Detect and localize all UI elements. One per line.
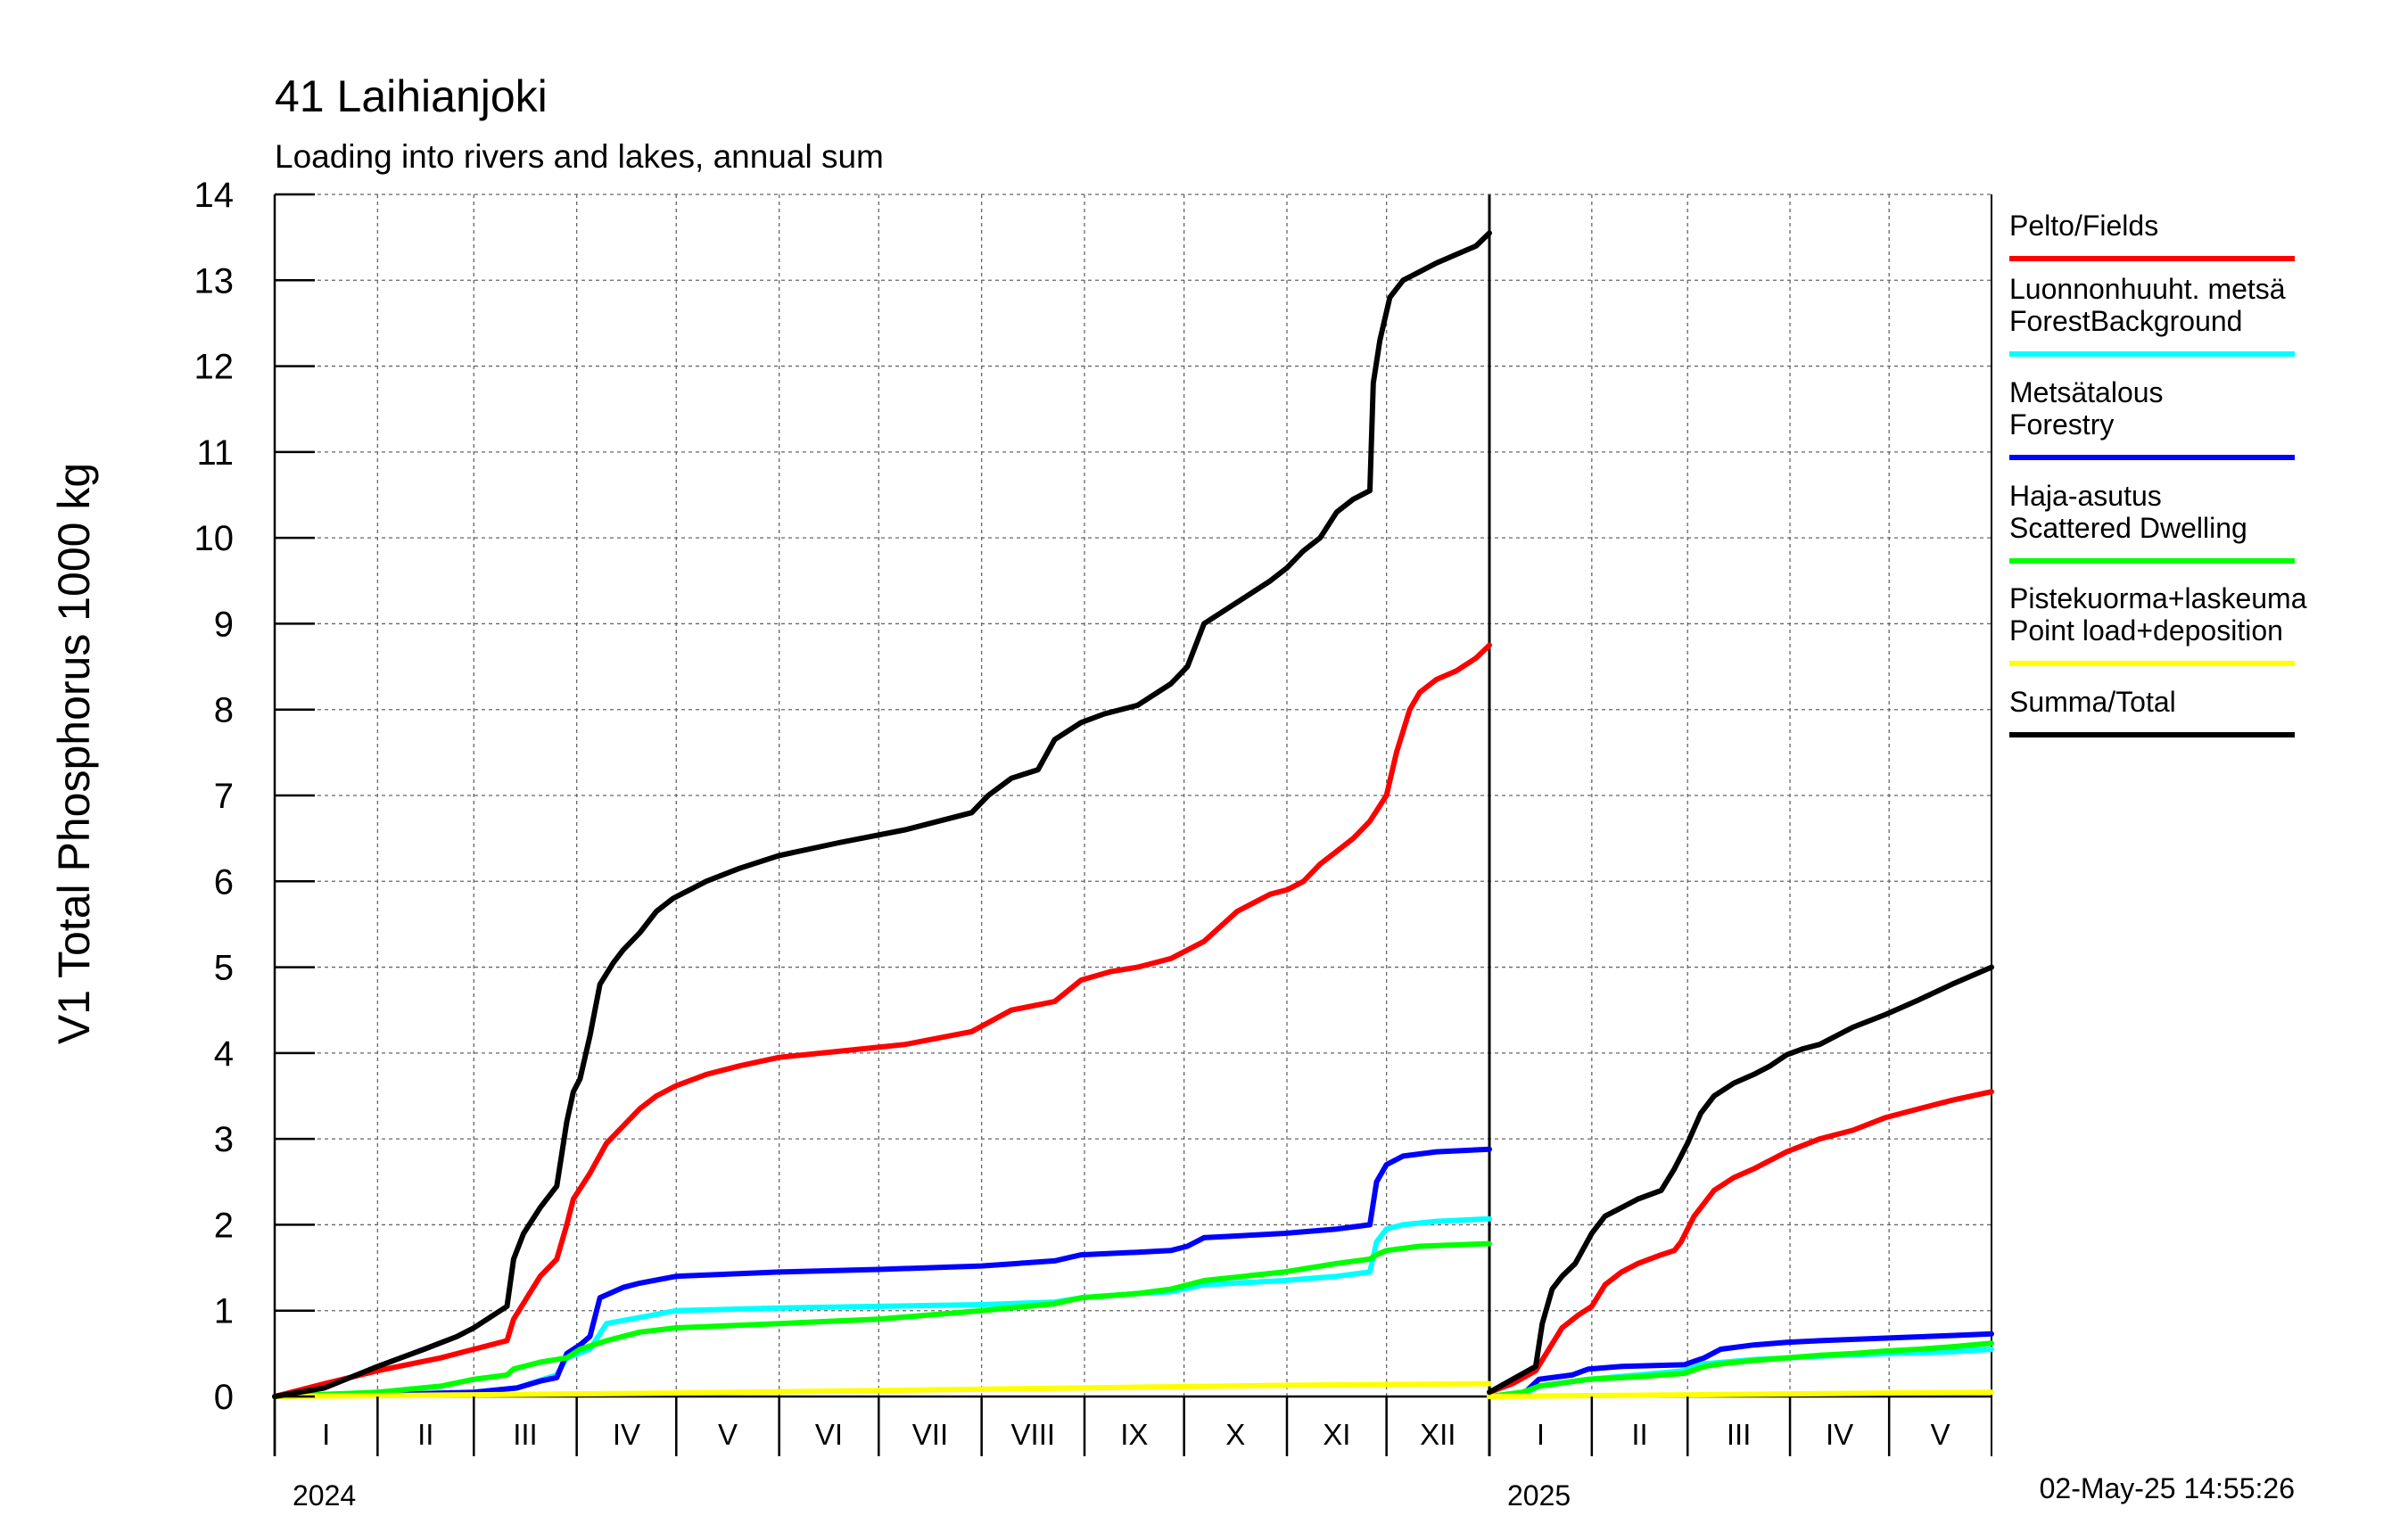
legend-label: Luonnonhuuht. metsä — [2009, 273, 2286, 305]
month-label-X: X — [1225, 1418, 1245, 1451]
series-line-2024-1 — [272, 1215, 1492, 1399]
series-line-2025-0 — [1487, 1089, 1994, 1396]
chart-title: 41 Laihianjoki — [275, 71, 548, 121]
y-tick-label-1: 1 — [214, 1292, 234, 1331]
month-label-I: I — [1537, 1418, 1545, 1451]
series-line-2024-5 — [272, 230, 1492, 1399]
month-label-XI: XI — [1323, 1418, 1350, 1451]
series-lines — [272, 230, 1994, 1399]
month-label-VI: VI — [815, 1418, 843, 1451]
legend-label: ForestBackground — [2009, 305, 2242, 337]
legend-label: Haja-asutus — [2009, 480, 2162, 512]
chart-subtitle: Loading into rivers and lakes, annual su… — [275, 138, 884, 175]
month-label-VII: VII — [912, 1418, 948, 1451]
y-tick-label-13: 13 — [194, 261, 235, 301]
x-axis-ticks: I II III IV V VI VII VIII IX X XI XII I II III IV V — [273, 1397, 1950, 1456]
month-label-II: II — [1631, 1418, 1647, 1451]
series-line-2025-1 — [1487, 1347, 1994, 1399]
series-line-2025-5 — [1487, 964, 1994, 1396]
month-label-VIII: VIII — [1011, 1418, 1056, 1451]
y-tick-label-3: 3 — [214, 1120, 234, 1159]
y-tick-label-10: 10 — [194, 519, 235, 558]
month-label-III: III — [513, 1418, 538, 1451]
series-line-2025-4 — [1487, 1389, 1994, 1399]
y-axis-label: V1 Total Phosphorus 1000 kg — [49, 463, 99, 1044]
y-tick-label-6: 6 — [214, 862, 234, 902]
legend-label: Pistekuorma+laskeuma — [2009, 582, 2307, 614]
y-tick-label-0: 0 — [214, 1378, 234, 1417]
legend-label: Point load+deposition — [2009, 614, 2283, 647]
y-tick-label-2: 2 — [214, 1206, 234, 1245]
y-tick-label-9: 9 — [214, 605, 234, 644]
year-label-2024: 2024 — [293, 1479, 356, 1512]
month-label-V: V — [718, 1418, 738, 1451]
month-label-II: II — [417, 1418, 433, 1451]
y-tick-label-14: 14 — [194, 176, 235, 215]
series-line-2024-2 — [272, 1146, 1492, 1399]
year-label-2025: 2025 — [1507, 1479, 1571, 1512]
month-label-IV: IV — [613, 1418, 640, 1451]
series-line-2025-3 — [1487, 1340, 1994, 1399]
grid-lines — [275, 194, 1992, 1397]
legend-label: Summa/Total — [2009, 686, 2176, 718]
month-label-IV: IV — [1826, 1418, 1853, 1451]
timestamp: 02-May-25 14:55:26 — [2040, 1472, 2295, 1504]
month-label-XII: XII — [1420, 1418, 1456, 1451]
series-line-2025-2 — [1487, 1331, 1994, 1399]
series-line-2024-0 — [272, 642, 1492, 1399]
month-label-III: III — [1727, 1418, 1752, 1451]
legend: Pelto/Fields Luonnonhuuht. metsäForestBac… — [2009, 210, 2307, 737]
y-tick-label-12: 12 — [194, 348, 235, 387]
month-label-IX: IX — [1120, 1418, 1148, 1451]
month-label-I: I — [322, 1418, 330, 1451]
month-label-V: V — [1931, 1418, 1950, 1451]
legend-label: Metsätalous — [2009, 376, 2164, 408]
plot-frame — [273, 194, 1992, 1456]
series-line-2024-4 — [272, 1380, 1492, 1399]
legend-label: Forestry — [2009, 408, 2114, 441]
y-tick-label-11: 11 — [196, 433, 234, 473]
legend-label: Scattered Dwelling — [2009, 512, 2247, 544]
series-line-2024-3 — [272, 1240, 1492, 1399]
y-tick-label-8: 8 — [214, 691, 234, 730]
y-tick-label-4: 4 — [214, 1034, 234, 1074]
legend-label: Pelto/Fields — [2009, 210, 2158, 242]
y-tick-label-5: 5 — [214, 949, 234, 988]
y-tick-label-7: 7 — [214, 777, 234, 816]
